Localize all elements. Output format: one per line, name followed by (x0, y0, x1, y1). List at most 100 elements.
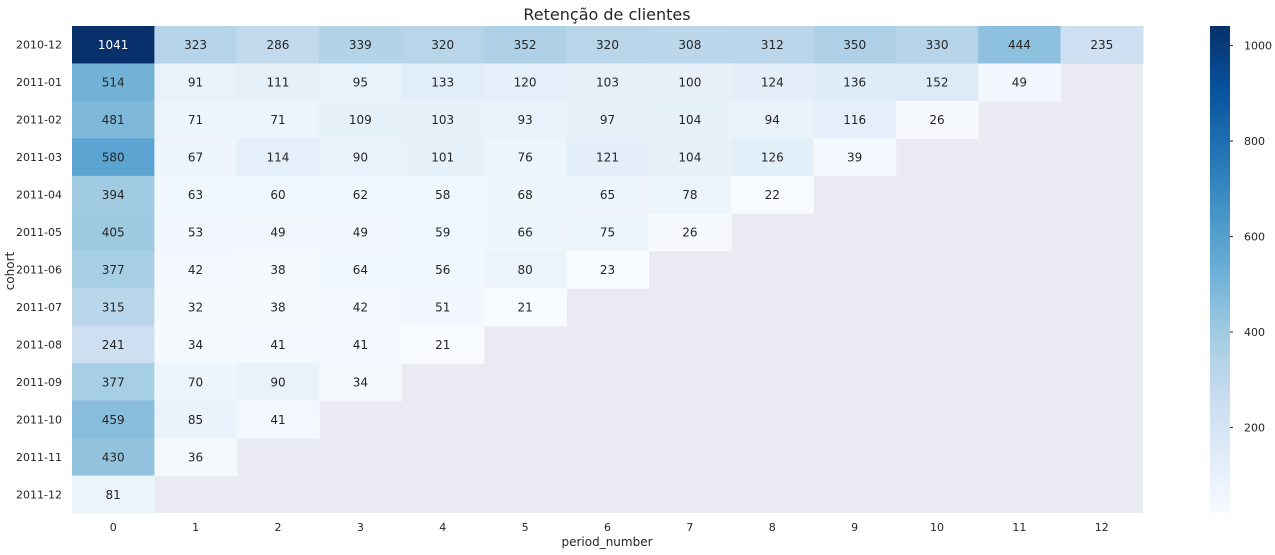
cell-value-label: 38 (270, 263, 285, 277)
cell-value-label: 71 (188, 113, 203, 127)
cell-value-label: 286 (267, 38, 290, 52)
colorbar-gradient (1210, 26, 1230, 513)
heatmap-cell (154, 26, 238, 64)
cell-value-label: 152 (926, 76, 949, 90)
cell-value-label: 120 (514, 76, 537, 90)
heatmap-cell (236, 288, 320, 327)
heatmap-cell (154, 288, 238, 327)
heatmap-cell (648, 26, 732, 64)
heatmap-cell (566, 213, 650, 252)
heatmap-cell (648, 175, 732, 214)
y-tick-label: 2011-02 (16, 114, 62, 127)
heatmap-cell (154, 175, 238, 214)
cell-value-label: 405 (102, 226, 125, 240)
cell-value-label: 66 (517, 226, 532, 240)
y-tick-label: 2011-12 (16, 488, 62, 501)
heatmap-cell (72, 63, 155, 102)
cell-value-label: 481 (102, 113, 125, 127)
heatmap-cell (731, 175, 814, 214)
heatmap-cell (154, 63, 238, 102)
cell-value-label: 23 (600, 263, 615, 277)
heatmap-cell (236, 213, 320, 252)
heatmap-cell (483, 100, 567, 139)
heatmap-cell (154, 138, 238, 177)
cell-value-label: 42 (353, 300, 368, 314)
cell-value-label: 580 (102, 151, 125, 165)
heatmap-cell (566, 26, 650, 64)
cell-value-label: 320 (596, 38, 619, 52)
cell-value-label: 109 (349, 113, 372, 127)
cell-value-label: 41 (270, 338, 285, 352)
cell-value-label: 41 (353, 338, 368, 352)
colorbar-tick-label: 400 (1244, 326, 1265, 339)
heatmap-cell (72, 250, 155, 289)
heatmap-cell (319, 138, 403, 177)
cell-value-label: 133 (431, 76, 454, 90)
cell-value-label: 103 (431, 113, 454, 127)
heatmap-cell (731, 100, 814, 139)
heatmap-cell (566, 250, 650, 289)
heatmap-cell (895, 100, 979, 139)
x-tick-label: 11 (1012, 521, 1026, 534)
heatmap-cell (978, 26, 1062, 64)
heatmap-cell (648, 63, 732, 102)
heatmap-cell (154, 250, 238, 289)
cell-value-label: 126 (761, 151, 784, 165)
colorbar-tick-label: 800 (1244, 135, 1265, 148)
heatmap-cell (154, 325, 238, 364)
heatmap-cell (72, 475, 155, 514)
x-tick-label: 7 (686, 521, 693, 534)
x-axis-ticks: 0 1 2 3 4 5 6 7 8 9 10 11 12 (110, 521, 1109, 534)
y-tick-label: 2011-03 (16, 151, 62, 164)
cell-value-label: 514 (102, 76, 125, 90)
cell-value-label: 377 (102, 263, 125, 277)
cell-value-label: 124 (761, 76, 784, 90)
y-tick-label: 2011-04 (16, 189, 62, 202)
cell-value-label: 114 (267, 151, 290, 165)
heatmap-cell (154, 213, 238, 252)
cell-value-label: 104 (678, 151, 701, 165)
cell-value-label: 104 (678, 113, 701, 127)
x-tick-label: 1 (192, 521, 199, 534)
cell-value-label: 80 (517, 263, 532, 277)
heatmap-cell (1060, 26, 1144, 64)
heatmap-cell (72, 175, 155, 214)
cell-value-label: 101 (431, 151, 454, 165)
cell-value-label: 100 (678, 76, 701, 90)
cell-value-label: 235 (1090, 38, 1113, 52)
heatmap-cell (648, 138, 732, 177)
heatmap-cell (236, 325, 320, 364)
cell-value-label: 111 (267, 76, 290, 90)
cell-value-label: 320 (431, 38, 454, 52)
cell-value-label: 78 (682, 188, 697, 202)
heatmap-cell (72, 100, 155, 139)
cell-value-label: 323 (184, 38, 207, 52)
heatmap-cell (154, 438, 238, 477)
heatmap-cell (813, 63, 897, 102)
cell-value-label: 308 (678, 38, 701, 52)
heatmap-cell (483, 213, 567, 252)
cell-value-label: 459 (102, 413, 125, 427)
cell-value-label: 97 (600, 113, 615, 127)
x-tick-label: 8 (769, 521, 776, 534)
heatmap-cell (895, 63, 979, 102)
cell-value-label: 49 (353, 226, 368, 240)
heatmap-cell (319, 250, 403, 289)
x-tick-label: 12 (1095, 521, 1109, 534)
x-tick-label: 9 (851, 521, 858, 534)
heatmap-cell (401, 63, 485, 102)
heatmap-cell (566, 63, 650, 102)
heatmap-cell (813, 100, 897, 139)
x-tick-label: 10 (930, 521, 944, 534)
cell-value-label: 377 (102, 375, 125, 389)
cell-value-label: 312 (761, 38, 784, 52)
heatmap-cell (401, 138, 485, 177)
heatmap-cell (648, 100, 732, 139)
cell-value-label: 59 (435, 226, 450, 240)
heatmap-cell (319, 288, 403, 327)
cell-value-label: 56 (435, 263, 450, 277)
x-tick-label: 6 (604, 521, 611, 534)
cell-value-label: 121 (596, 151, 619, 165)
cell-value-label: 103 (596, 76, 619, 90)
